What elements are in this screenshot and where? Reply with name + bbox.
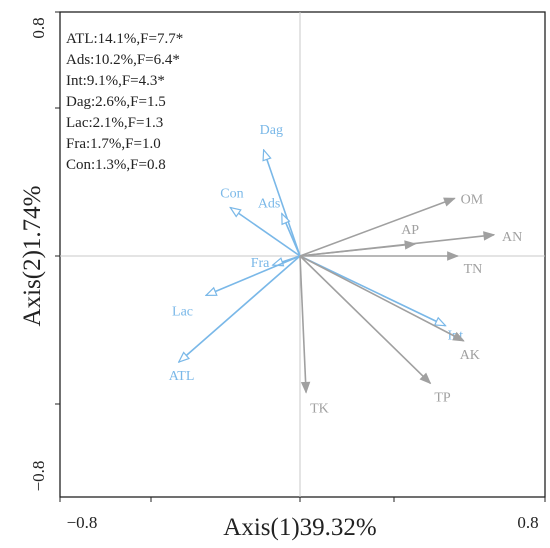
vector-tk (299, 255, 306, 392)
x-axis-title: Axis(1)39.32% (223, 514, 376, 541)
vector-label-ap: AP (401, 223, 419, 238)
vector-tp (299, 255, 430, 383)
stats-line: Ads:10.2%,F=6.4* (66, 52, 180, 68)
vector-label-tk: TK (310, 401, 329, 416)
vector-dag (264, 150, 301, 257)
vector-ak (299, 255, 464, 342)
y-axis-title: Axis(2)1.74% (19, 186, 46, 327)
vector-label-dag: Dag (260, 123, 283, 138)
x-axis-ticks (59, 497, 546, 502)
stats-line: Int:9.1%,F=4.3* (66, 73, 165, 89)
stats-line: ATL:14.1%,F=7.7* (66, 31, 183, 47)
vector-atl (179, 255, 301, 362)
vector-label-tp: TP (434, 390, 451, 405)
vector-label-lac: Lac (172, 304, 193, 319)
x-tick-label-min: −0.8 (67, 513, 98, 532)
vector-label-con: Con (220, 187, 243, 202)
stats-legend: ATL:14.1%,F=7.7* Ads:10.2%,F=6.4* Int:9.… (66, 31, 183, 173)
vector-label-om: OM (461, 192, 484, 207)
vector-an (299, 235, 494, 257)
vector-int (299, 255, 446, 327)
x-tick-label-max: 0.8 (517, 513, 538, 532)
y-tick-label-min: −0.8 (29, 461, 48, 492)
vector-label-ads: Ads (258, 197, 281, 212)
vector-lac (206, 255, 301, 297)
vector-ads (281, 214, 301, 257)
stats-line: Fra:1.7%,F=1.0 (66, 136, 161, 152)
stats-line: Dag:2.6%,F=1.5 (66, 94, 166, 110)
vector-layer: DagConAdsFraLacATLIntOMAPANTNAKTPTK (169, 123, 522, 417)
y-axis-ticks (55, 11, 60, 405)
stats-line: Lac:2.1%,F=1.3 (66, 115, 163, 131)
vector-om (299, 198, 455, 257)
y-tick-label-max: 0.8 (29, 17, 48, 38)
plot-frame (59, 11, 546, 498)
vector-label-fra: Fra (251, 256, 270, 271)
vector-label-atl: ATL (169, 369, 195, 384)
stats-line: Con:1.3%,F=0.8 (66, 157, 166, 173)
vector-label-tn: TN (464, 262, 483, 277)
vector-label-an: AN (502, 230, 522, 245)
vector-con (230, 208, 301, 257)
vector-label-ak: AK (460, 348, 480, 363)
